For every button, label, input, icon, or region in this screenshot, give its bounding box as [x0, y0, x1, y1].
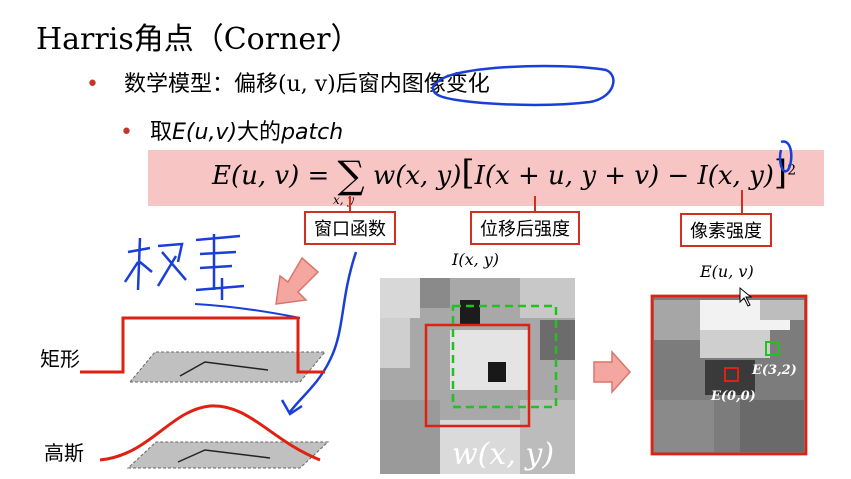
formula-bracket-open: [	[461, 153, 475, 193]
rect-window-curve	[80, 316, 325, 374]
gauss-window-plane	[126, 441, 330, 469]
annotation-underline	[194, 303, 301, 319]
pink-arrow-down	[275, 256, 320, 305]
bullet-dot: •	[86, 72, 99, 97]
rect-window-plane	[128, 351, 327, 383]
label-rectangle: 矩形	[40, 347, 80, 371]
formula-w: w(x, y)	[372, 161, 462, 191]
bullet-patch-word: patch	[281, 120, 344, 145]
formula-subscript: x, y	[333, 193, 355, 207]
handwriting-weight	[123, 234, 245, 300]
formula-exponent: 2	[787, 162, 797, 179]
label-e32: E(3,2)	[751, 363, 797, 378]
marker-e32	[765, 341, 780, 356]
annotation-mark	[778, 140, 793, 173]
gauss-window-shape	[177, 449, 271, 463]
bullet-model: • 数学模型：偏移(u, v)后窗内图像变化	[86, 66, 490, 98]
bullet-patch-middle: 大的	[237, 120, 282, 145]
formula-sigma: ∑	[337, 153, 365, 197]
mouse-cursor-icon	[739, 286, 753, 307]
rect-window-shape	[179, 361, 269, 377]
label-shifted-intensity: 位移后强度	[470, 211, 580, 245]
gauss-window-curve	[99, 404, 321, 462]
bullet-patch-math: E(u,v)	[172, 120, 238, 145]
label-euv: E(u, v)	[700, 262, 754, 281]
formula-background	[148, 150, 824, 206]
marker-e00	[724, 367, 739, 382]
pink-arrow-right	[593, 350, 632, 394]
label-window-function: 窗口函数	[304, 211, 396, 245]
annotation-arrow-head	[280, 399, 303, 416]
label-wxy: w(x, y)	[452, 437, 554, 472]
bullet-patch-prefix: 取	[150, 120, 173, 145]
window-green-dashed-box	[451, 304, 558, 409]
slide-title: Harris角点（Corner）	[36, 22, 361, 57]
annotation-arrow-curve	[288, 251, 358, 413]
image-ixy	[380, 278, 575, 474]
bullet-model-text: 数学模型：偏移(u, v)后窗内图像变化	[124, 72, 490, 97]
image-euv	[650, 294, 808, 456]
formula-body: I(x + u, y + v) − I(x, y)	[474, 161, 774, 191]
formula-lhs: E(u, v) =	[212, 161, 338, 191]
annotation-ellipse	[431, 64, 615, 107]
harris-formula: E(u, v) = ∑ w(x, y)[I(x + u, y + v) − I(…	[212, 153, 796, 197]
label-e00: E(0,0)	[710, 389, 756, 404]
window-red-box	[424, 323, 531, 428]
label-ixy: I(x, y)	[452, 250, 500, 269]
bullet-dot: •	[120, 120, 133, 145]
label-gaussian: 高斯	[44, 441, 84, 465]
label-pixel-intensity: 像素强度	[680, 213, 772, 247]
bullet-patch: • 取E(u,v)大的patch	[120, 114, 343, 146]
formula-bracket-close: ]	[773, 153, 788, 193]
